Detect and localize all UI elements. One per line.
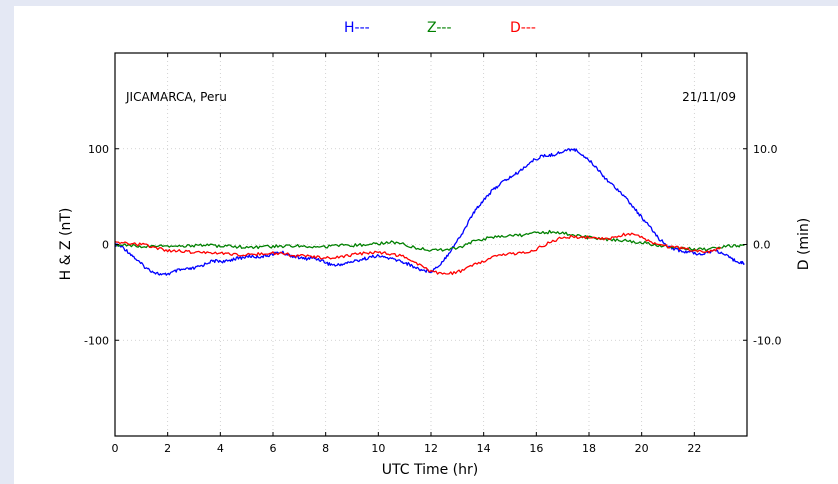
x-tick-label: 14 [477,442,491,455]
x-tick-label: 4 [217,442,224,455]
grid [115,53,747,436]
series-line-z [115,229,745,252]
legend-entry-h: H--- [344,20,370,36]
geomagnetic-chart: 0 2 4 6 8 10 12 14 16 18 20 221000-10010.00.0-10.0 … [58,20,812,478]
x-tick-label: 2 [164,442,171,455]
x-tick-label: 22 [687,442,701,455]
legend: H--- Z--- D--- [344,20,536,36]
x-tick-label: 10 [371,442,385,455]
x-tick-label: 20 [635,442,649,455]
y-tick-label-right: 10.0 [753,143,778,156]
y-axis-label-left: H & Z (nT) [58,208,74,281]
x-tick-label: 16 [529,442,543,455]
series-line-d [114,232,722,276]
x-tick-label: 12 [424,442,438,455]
y-tick-label-left: 0 [102,239,109,252]
legend-entry-z: Z--- [427,20,452,36]
y-tick-label-right: 0.0 [753,239,771,252]
ticks: 0 2 4 6 8 10 12 14 16 18 20 22 100 0 -100 10.0 0.0 -10.0 [84,53,781,455]
date-annotation: 21/11/09 [682,90,736,104]
y-tick-label-left: -100 [84,334,109,347]
y-axis-label-right: D (min) [796,218,812,271]
legend-entry-d: D--- [510,20,536,36]
x-tick-label: 6 [270,442,277,455]
y-tick-label-left: 100 [88,143,109,156]
series-lines [114,148,745,276]
series-line-h [114,148,745,276]
plot-figure: 0 2 4 6 8 10 12 14 16 18 20 22 100 0 -100 10.0 0.0 -10.0 … [14,6,838,484]
x-tick-label: 18 [582,442,596,455]
x-tick-label: 8 [322,442,329,455]
station-annotation: JICAMARCA, Peru [125,90,227,104]
y-tick-label-right: -10.0 [753,334,781,347]
x-tick-label: 0 [112,442,119,455]
x-axis-label: UTC Time (hr) [382,462,478,478]
